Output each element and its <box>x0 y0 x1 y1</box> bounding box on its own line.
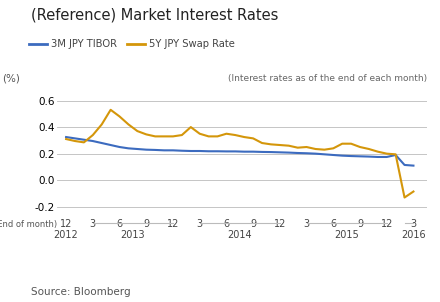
Text: 2016: 2016 <box>401 230 426 240</box>
Legend: 3M JPY TIBOR, 5Y JPY Swap Rate: 3M JPY TIBOR, 5Y JPY Swap Rate <box>29 39 235 49</box>
Text: Source: Bloomberg: Source: Bloomberg <box>31 288 130 297</box>
Text: 2012: 2012 <box>54 230 78 240</box>
Text: 2014: 2014 <box>227 230 252 240</box>
Text: (Reference) Market Interest Rates: (Reference) Market Interest Rates <box>31 8 278 23</box>
Text: 2015: 2015 <box>334 230 359 240</box>
Text: 2013: 2013 <box>121 230 145 240</box>
Text: (Interest rates as of the end of each month): (Interest rates as of the end of each mo… <box>227 74 427 83</box>
Text: (End of month): (End of month) <box>0 220 57 229</box>
Text: (%): (%) <box>2 73 20 83</box>
